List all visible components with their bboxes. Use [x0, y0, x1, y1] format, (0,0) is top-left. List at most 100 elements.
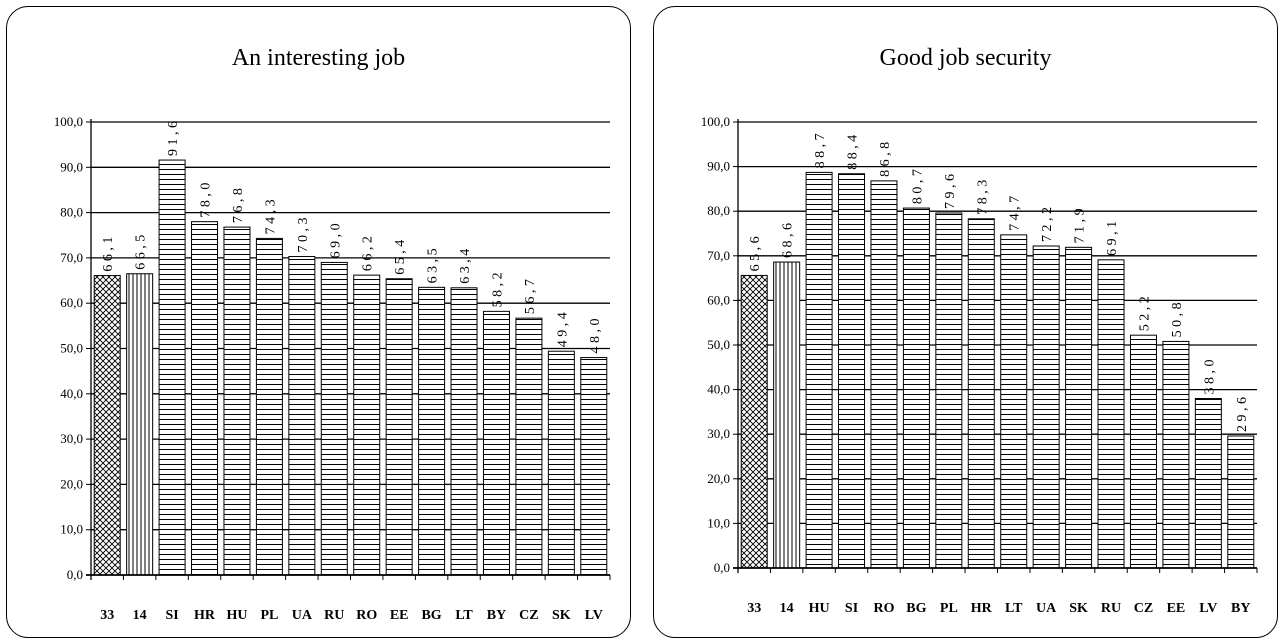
x-tick-label-BY: BY: [487, 608, 506, 623]
data-label-RO: 8 6 , 8: [878, 142, 893, 177]
y-tick-label: 30,0: [60, 431, 83, 446]
y-tick-label: 90,0: [707, 159, 730, 174]
data-label-LT: 7 4 , 7: [1008, 196, 1023, 231]
y-tick-label: 60,0: [60, 295, 83, 310]
x-tick-label-LT: LT: [455, 608, 473, 623]
chart-title: An interesting job: [231, 45, 406, 71]
y-tick-label: 20,0: [707, 471, 730, 486]
bar-BG: [418, 286, 446, 576]
bar-BY: [1227, 435, 1255, 569]
x-tick-label-BG: BG: [421, 608, 441, 623]
y-tick-label: 50,0: [60, 341, 83, 356]
y-tick-label: 100,0: [701, 114, 730, 129]
bar-LV: [1194, 398, 1222, 569]
data-label-EE: 6 5 , 4: [393, 240, 408, 275]
data-label-PL: 7 4 , 3: [263, 199, 278, 234]
data-label-HR: 7 8 , 0: [199, 183, 214, 218]
x-tick-label-CZ: CZ: [1134, 601, 1153, 616]
bar-BY: [482, 310, 510, 576]
x-tick-label-EE: EE: [390, 608, 409, 623]
x-tick-label-HU: HU: [809, 601, 830, 616]
x-tick-label-RO: RO: [356, 608, 377, 623]
y-tick-label: 80,0: [60, 205, 83, 220]
bar-SK: [1065, 246, 1093, 569]
x-tick-label-UA: UA: [292, 608, 313, 623]
data-label-UA: 7 2 , 2: [1040, 207, 1055, 242]
x-tick-label-SK: SK: [552, 608, 571, 623]
bar-LT: [1000, 234, 1028, 569]
y-tick-label: 20,0: [60, 476, 83, 491]
bar-SK: [547, 350, 575, 576]
bar-LT: [450, 287, 478, 576]
data-label-SK: 7 1 , 9: [1073, 208, 1088, 243]
y-tick-label: 100,0: [54, 114, 83, 129]
bar-chart-interesting-job: 0,0 10,0 20,0 30,0 40,0 50,0 60,0 70,0 80,0 90,0 1…: [54, 114, 611, 623]
data-label-PL: 7 9 , 6: [943, 174, 958, 209]
y-tick-label: 10,0: [60, 522, 83, 537]
bar-EE: [385, 278, 413, 576]
data-label-RU: 6 9 , 0: [328, 223, 343, 258]
y-tick-label: 30,0: [707, 426, 730, 441]
x-tick-label-14: 14: [780, 601, 794, 616]
y-tick-label: 0,0: [714, 560, 730, 575]
chart-title: Good job security: [879, 45, 1052, 71]
data-label-HU: 8 8 , 7: [813, 133, 828, 168]
x-tick-label-HR: HR: [194, 608, 216, 623]
x-tick-label-CZ: CZ: [519, 608, 538, 623]
bar-33: [740, 274, 768, 569]
bar-EE: [1162, 340, 1190, 569]
bar-HR: [191, 221, 219, 576]
data-label-14: 6 6 , 5: [134, 235, 149, 270]
y-tick-label: 10,0: [707, 515, 730, 530]
data-label-SK: 4 9 , 4: [555, 312, 570, 347]
x-tick-label-HU: HU: [226, 608, 247, 623]
data-label-14: 6 8 , 6: [781, 223, 796, 258]
x-tick-label-LV: LV: [1199, 601, 1217, 616]
bar-BG: [902, 207, 930, 569]
bar-PL: [255, 237, 283, 576]
data-label-HU: 7 6 , 8: [231, 188, 246, 223]
bar-PL: [935, 212, 963, 569]
x-tick-label-LV: LV: [585, 608, 603, 623]
x-tick-label-33: 33: [100, 608, 114, 623]
data-label-33: 6 6 , 1: [101, 237, 116, 272]
data-label-UA: 7 0 , 3: [296, 218, 311, 253]
x-tick-label-SI: SI: [845, 601, 858, 616]
bar-RO: [353, 274, 381, 576]
y-tick-label: 70,0: [60, 250, 83, 265]
data-label-RO: 6 6 , 2: [361, 236, 376, 271]
bar-chart-job-security: 0,0 10,0 20,0 30,0 40,0 50,0 60,0 70,0 80,0 90,0 1…: [701, 114, 1258, 616]
bar-14: [773, 261, 801, 569]
bar-CZ: [515, 317, 543, 576]
x-tick-label-PL: PL: [940, 601, 958, 616]
data-label-33: 6 5 , 6: [748, 236, 763, 271]
y-tick-label: 60,0: [707, 292, 730, 307]
x-tick-label-RU: RU: [324, 608, 344, 623]
bar-LV: [580, 357, 608, 576]
chart-panel-interesting-job: An interesting job 0,0 10,0 20,0 30,0 40,0 50…: [6, 6, 631, 638]
y-tick-label: 40,0: [60, 386, 83, 401]
x-tick-label-RO: RO: [873, 601, 894, 616]
data-label-BG: 8 0 , 7: [910, 169, 925, 204]
data-label-LT: 6 3 , 4: [458, 249, 473, 284]
data-label-CZ: 5 6 , 7: [523, 279, 538, 314]
y-tick-label: 80,0: [707, 203, 730, 218]
x-tick-label-UA: UA: [1036, 601, 1057, 616]
bar-HR: [967, 218, 995, 569]
x-tick-label-PL: PL: [260, 608, 278, 623]
x-tick-label-LT: LT: [1005, 601, 1023, 616]
data-label-CZ: 5 2 , 2: [1137, 296, 1152, 331]
bar-RO: [870, 180, 898, 569]
x-tick-label-RU: RU: [1101, 601, 1121, 616]
y-tick-label: 40,0: [707, 382, 730, 397]
x-tick-label-14: 14: [133, 608, 147, 623]
y-tick-label: 0,0: [67, 567, 83, 582]
y-tick-label: 90,0: [60, 159, 83, 174]
x-tick-label-BG: BG: [906, 601, 926, 616]
bar-SI: [838, 173, 866, 569]
x-tick-label-BY: BY: [1231, 601, 1250, 616]
chart-panel-job-security: Good job security 0,0 10,0 20,0 30,0 40,0 50,…: [653, 6, 1278, 638]
x-tick-label-EE: EE: [1167, 601, 1186, 616]
bar-HU: [223, 226, 251, 576]
data-label-HR: 7 8 , 3: [975, 180, 990, 215]
